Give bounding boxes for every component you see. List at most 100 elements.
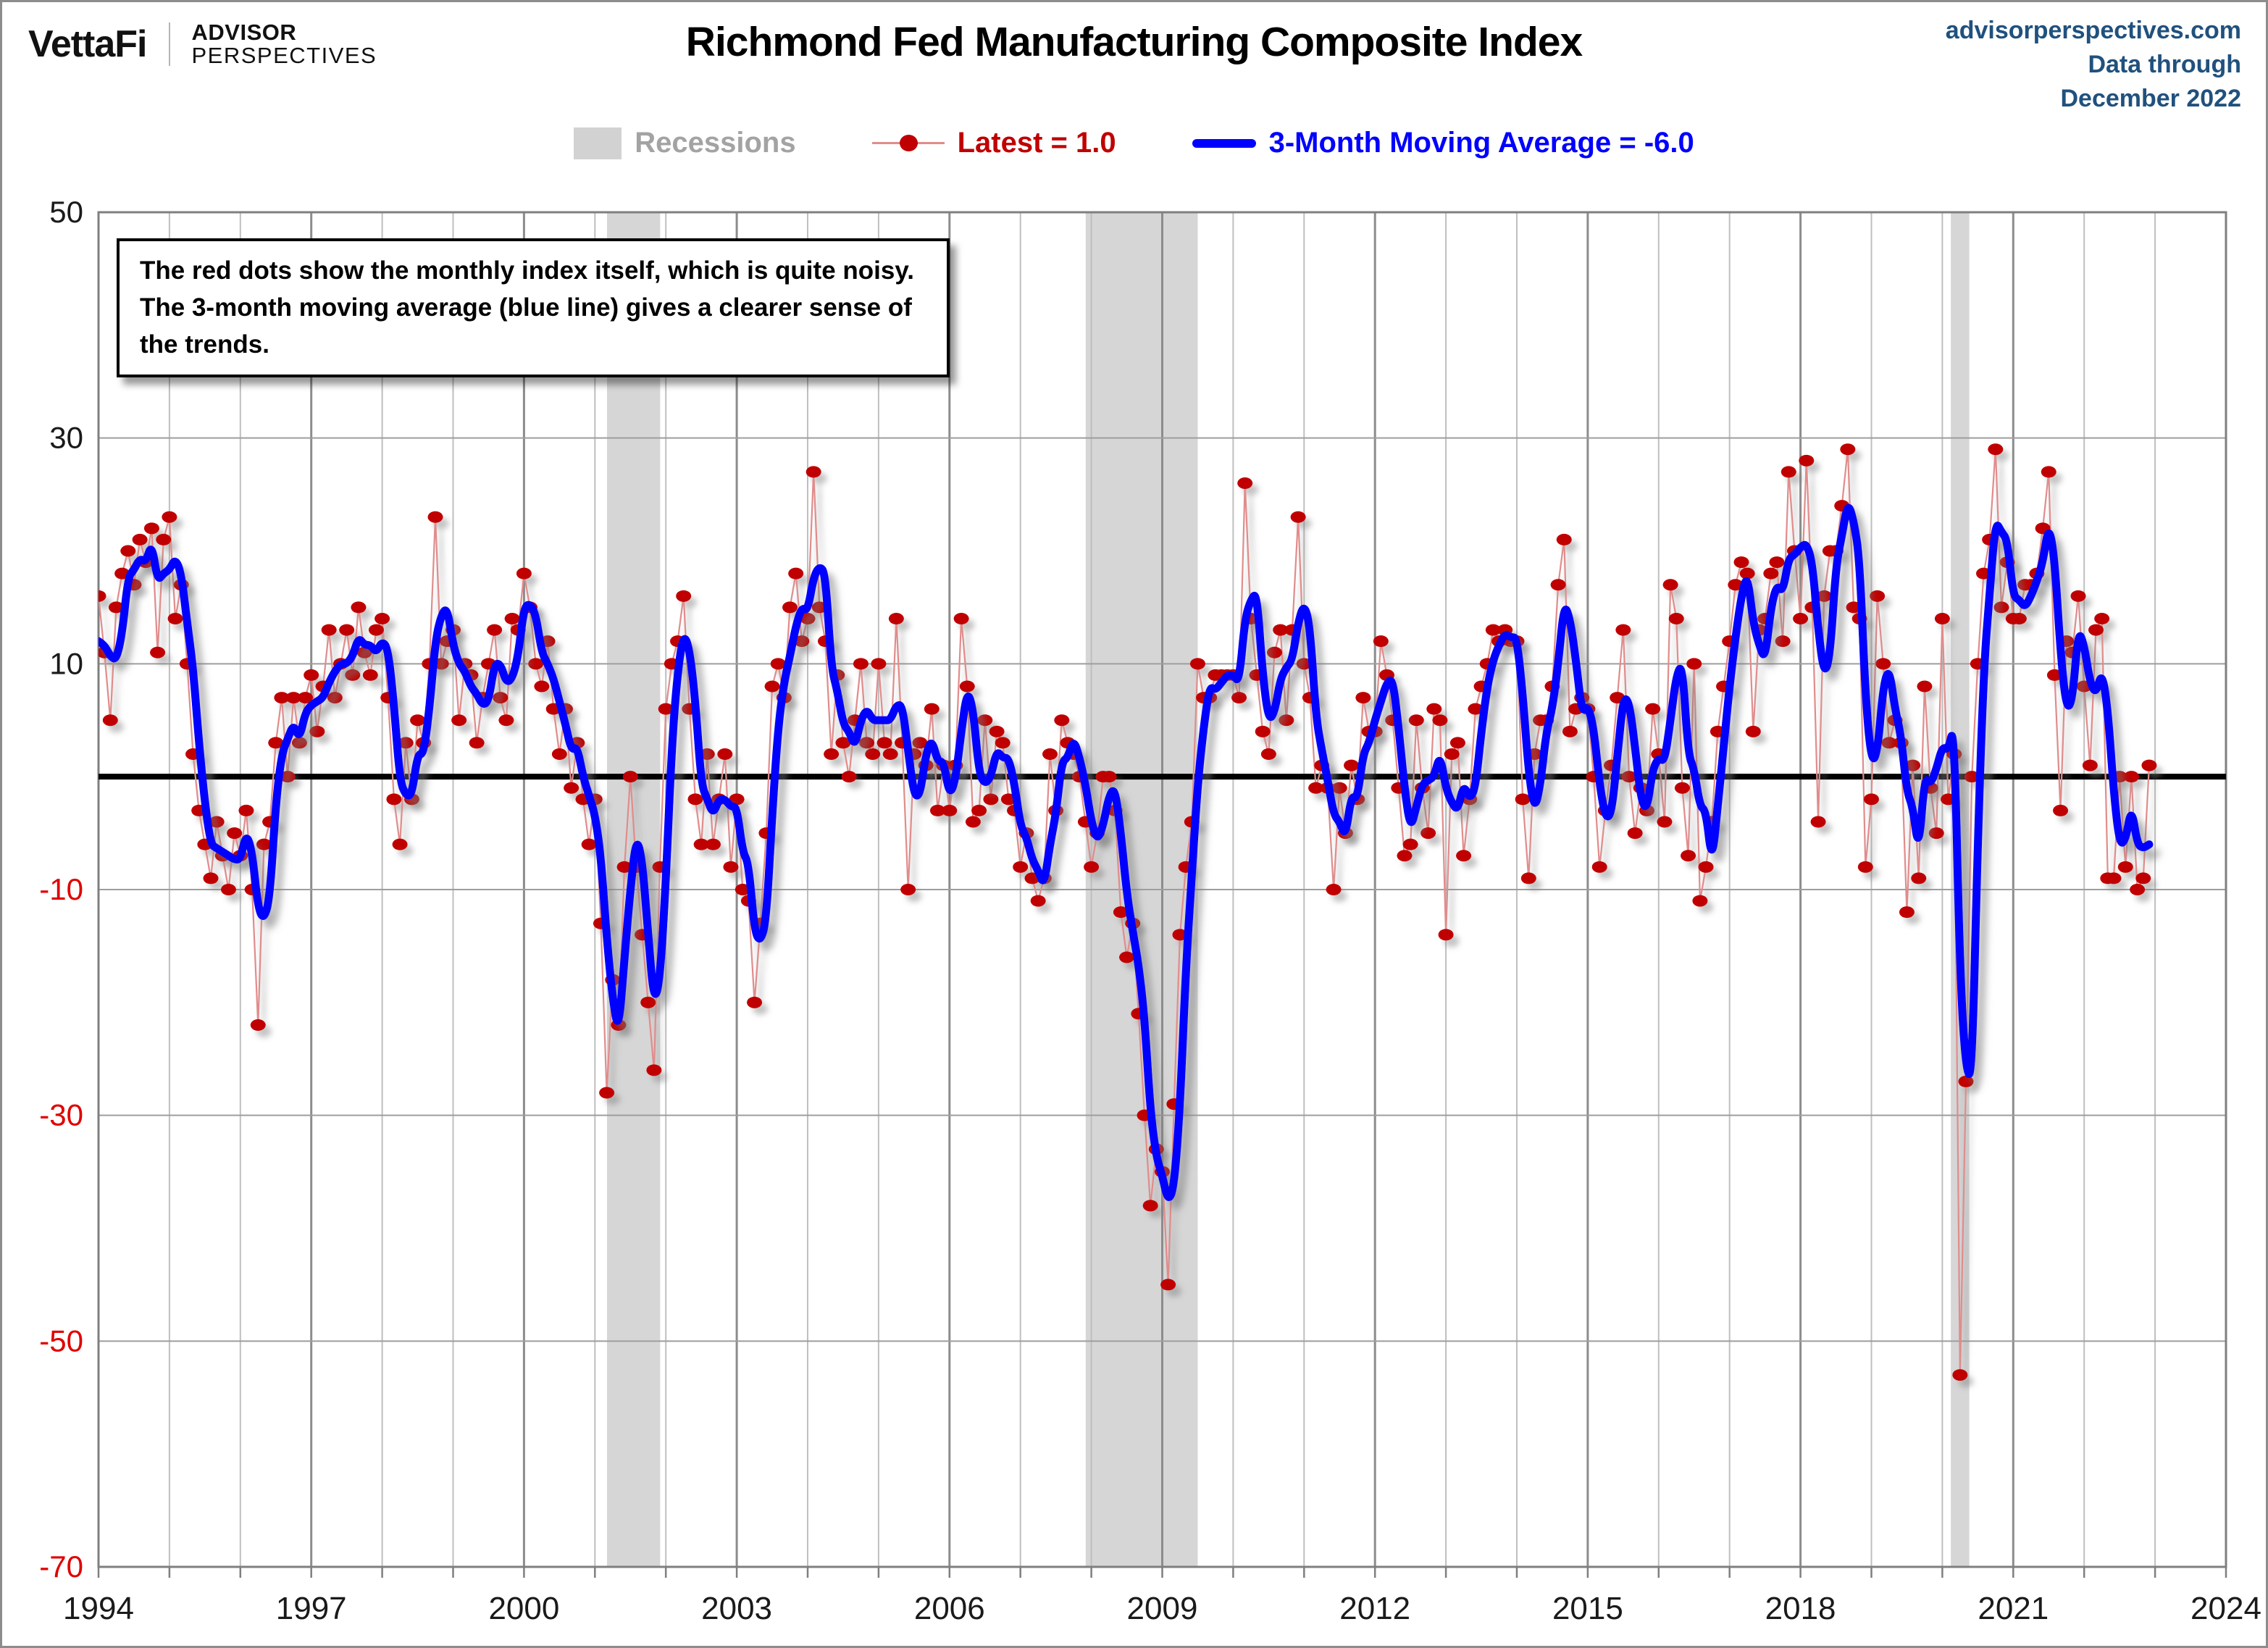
monthly-index-dot bbox=[1449, 737, 1465, 749]
monthly-index-dot bbox=[1928, 827, 1944, 840]
monthly-index-dot bbox=[1426, 703, 1442, 715]
monthly-index-dot bbox=[1917, 680, 1933, 693]
monthly-index-dot bbox=[99, 590, 106, 602]
y-axis-label: 50 bbox=[49, 195, 83, 229]
monthly-index-dot bbox=[1857, 861, 1873, 873]
monthly-index-dot bbox=[339, 624, 355, 636]
monthly-index-dot bbox=[1692, 895, 1708, 907]
monthly-index-dot bbox=[1864, 793, 1879, 806]
monthly-index-dot bbox=[398, 737, 414, 749]
monthly-index-dot bbox=[770, 658, 786, 670]
monthly-index-dot bbox=[983, 793, 999, 806]
monthly-index-dot bbox=[1279, 714, 1294, 727]
blue-line-series-icon bbox=[1192, 138, 1256, 148]
monthly-index-dot bbox=[942, 804, 958, 816]
monthly-index-dot bbox=[1840, 443, 1856, 456]
monthly-index-dot bbox=[1344, 759, 1360, 771]
y-axis-label: -50 bbox=[39, 1323, 83, 1358]
monthly-index-dot bbox=[1810, 816, 1826, 828]
monthly-index-dot bbox=[1681, 850, 1696, 862]
advisor-wordmark: ADVISOR bbox=[191, 20, 297, 45]
monthly-index-dot bbox=[865, 748, 881, 760]
monthly-index-dot bbox=[841, 771, 857, 783]
monthly-index-dot bbox=[599, 1087, 615, 1099]
monthly-index-dot bbox=[392, 838, 408, 850]
monthly-index-dot bbox=[924, 703, 940, 715]
monthly-index-dot bbox=[108, 601, 124, 614]
monthly-index-dot bbox=[427, 511, 443, 523]
monthly-index-dot bbox=[285, 692, 301, 704]
monthly-index-dot bbox=[209, 816, 225, 828]
monthly-index-dot bbox=[1438, 929, 1454, 941]
monthly-index-dot bbox=[1657, 816, 1673, 828]
monthly-index-dot bbox=[1733, 556, 1749, 569]
monthly-index-dot bbox=[1355, 692, 1371, 704]
monthly-index-dot bbox=[794, 635, 810, 648]
monthly-index-dot bbox=[1645, 703, 1661, 715]
monthly-index-dot bbox=[321, 624, 337, 636]
source-data-through: Data through bbox=[2088, 50, 2241, 78]
monthly-index-dot bbox=[493, 692, 509, 704]
monthly-index-dot bbox=[1775, 635, 1791, 648]
monthly-index-dot bbox=[143, 522, 159, 535]
monthly-index-dot bbox=[1290, 511, 1306, 523]
monthly-index-dot bbox=[882, 748, 898, 760]
monthly-index-dot bbox=[1958, 1075, 1974, 1087]
x-axis-label: 2000 bbox=[488, 1591, 559, 1626]
monthly-index-dot bbox=[1296, 658, 1312, 670]
monthly-index-dot bbox=[953, 613, 969, 624]
monthly-index-dot bbox=[735, 884, 750, 895]
monthly-index-dot bbox=[120, 545, 136, 557]
monthly-index-dot bbox=[410, 714, 426, 727]
monthly-index-dot bbox=[971, 804, 987, 816]
monthly-index-dot bbox=[800, 613, 816, 624]
monthly-index-dot bbox=[640, 996, 656, 1008]
monthly-index-dot bbox=[1846, 601, 1862, 614]
monthly-index-dot bbox=[2094, 613, 2110, 624]
monthly-index-dot bbox=[1420, 827, 1436, 840]
y-axis-labels: 50 30 10 -10 -30 -50 -70 bbox=[39, 195, 83, 1584]
monthly-index-dot bbox=[1113, 906, 1129, 919]
monthly-index-dot bbox=[304, 669, 319, 681]
monthly-index-dot bbox=[1964, 771, 1980, 783]
x-axis-labels: 1994 1997 2000 2003 2006 2009 2012 2015 2018 2021… bbox=[63, 1591, 2261, 1626]
monthly-index-dot bbox=[1763, 567, 1779, 580]
monthly-index-dot bbox=[309, 725, 325, 737]
y-axis-label: 10 bbox=[49, 646, 83, 680]
monthly-index-dot bbox=[1662, 579, 1678, 591]
monthly-index-dot bbox=[1273, 624, 1289, 636]
monthly-index-dot bbox=[2130, 884, 2146, 895]
monthly-index-dot bbox=[658, 703, 674, 715]
monthly-index-dot bbox=[1231, 692, 1247, 704]
monthly-index-dot bbox=[1373, 635, 1389, 648]
perspectives-wordmark: PERSPECTIVES bbox=[191, 42, 377, 68]
monthly-index-dot bbox=[1101, 771, 1117, 783]
monthly-index-dot bbox=[2011, 613, 2027, 624]
monthly-index-dot bbox=[345, 669, 361, 681]
page-title: Richmond Fed Manufacturing Composite Ind… bbox=[685, 19, 1583, 65]
monthly-index-dot bbox=[1456, 850, 1472, 862]
monthly-index-dot bbox=[1668, 613, 1684, 624]
source-site: advisorperspectives.com bbox=[1945, 17, 2241, 44]
legend-item-recessions: Recessions bbox=[574, 127, 796, 159]
monthly-index-dot bbox=[581, 838, 597, 850]
monthly-index-dot bbox=[564, 782, 579, 794]
monthly-index-dot bbox=[368, 624, 384, 636]
monthly-index-dot bbox=[1054, 714, 1070, 727]
monthly-index-dot bbox=[2135, 872, 2151, 884]
monthly-index-dot bbox=[1515, 793, 1531, 806]
monthly-index-dot bbox=[487, 624, 503, 636]
monthly-index-dot bbox=[2041, 466, 2056, 478]
monthly-index-dot bbox=[1119, 951, 1135, 963]
monthly-index-dot bbox=[227, 827, 243, 840]
monthly-index-dot bbox=[646, 1064, 662, 1076]
monthly-index-dot bbox=[280, 771, 296, 783]
monthly-index-dot bbox=[203, 872, 219, 884]
monthly-index-dot bbox=[1402, 838, 1418, 850]
x-axis-label: 2015 bbox=[1552, 1591, 1623, 1626]
monthly-index-dot bbox=[1591, 861, 1607, 873]
monthly-index-dot bbox=[1172, 929, 1188, 941]
x-axis-label: 2003 bbox=[701, 1591, 772, 1626]
source-note: advisorperspectives.com Data through Dec… bbox=[1946, 14, 2241, 116]
monthly-index-dot bbox=[1728, 579, 1744, 591]
